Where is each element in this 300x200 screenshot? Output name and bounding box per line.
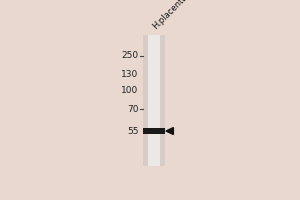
Bar — [148, 35, 160, 166]
Bar — [143, 128, 165, 134]
Bar — [143, 35, 165, 166]
Polygon shape — [166, 128, 173, 134]
Text: 55: 55 — [127, 127, 139, 136]
Text: 100: 100 — [121, 86, 139, 95]
Text: H.placenta: H.placenta — [151, 0, 189, 31]
Text: 250: 250 — [122, 51, 139, 60]
Text: 70: 70 — [127, 105, 139, 114]
Text: 130: 130 — [121, 70, 139, 79]
